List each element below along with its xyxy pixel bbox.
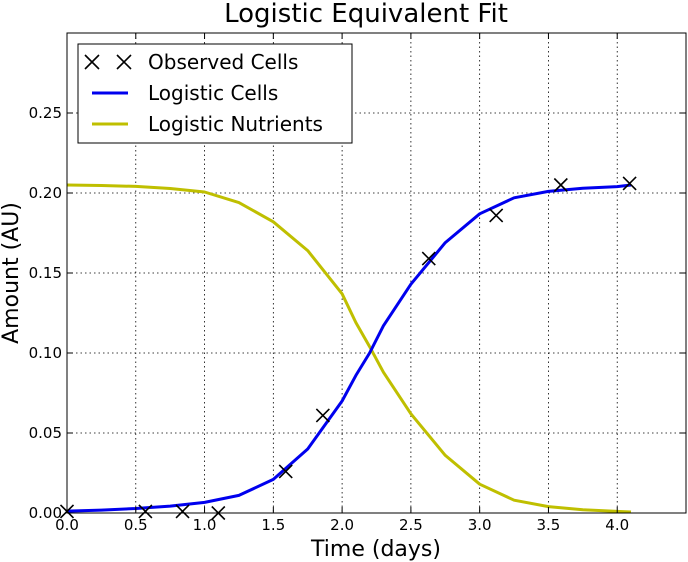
x-tick-label: 1.5 bbox=[261, 516, 285, 534]
observed-cells-point bbox=[315, 408, 330, 423]
y-tick-label: 0.15 bbox=[29, 264, 62, 282]
x-tick-label: 4.0 bbox=[605, 516, 629, 534]
logistic-nutrients-line bbox=[66, 183, 632, 514]
legend-label-logistic-nutrients: Logistic Nutrients bbox=[148, 112, 323, 136]
x-tick-label: 3.5 bbox=[537, 516, 561, 534]
observed-cells-point bbox=[138, 504, 153, 519]
y-axis-label: Amount (AU) bbox=[0, 202, 24, 344]
legend-observed-marker bbox=[84, 54, 132, 70]
observed-cells-point bbox=[553, 177, 568, 193]
chart-title: Logistic Equivalent Fit bbox=[224, 0, 508, 29]
y-tick-label: 0.10 bbox=[29, 344, 62, 362]
axis-ticks: 0.0 0.5 1.0 1.5 2.0 2.5 3.0 3.5 4.0 0.00 0.05 0.10 0… bbox=[29, 33, 686, 534]
x-tick-label: 1.0 bbox=[193, 516, 217, 534]
observed-cells-point bbox=[622, 176, 637, 191]
legend: Observed Cells Logistic Cells Logistic N… bbox=[77, 43, 353, 144]
y-tick-label: 0.20 bbox=[29, 184, 62, 202]
legend-label-logistic-cells: Logistic Cells bbox=[148, 81, 278, 105]
observed-cells-point bbox=[421, 251, 436, 266]
observed-cells-point bbox=[175, 504, 190, 519]
plot-area bbox=[59, 176, 637, 521]
x-tick-label: 3.0 bbox=[468, 516, 492, 534]
logistic-cells-line bbox=[66, 183, 632, 513]
y-tick-label: 0.05 bbox=[29, 424, 62, 442]
plot-series bbox=[59, 176, 637, 521]
x-axis-label: Time (days) bbox=[310, 537, 441, 562]
x-tick-label: 0.0 bbox=[55, 516, 79, 534]
y-tick-label: 0.00 bbox=[29, 504, 62, 522]
x-tick-label: 2.0 bbox=[330, 516, 354, 534]
y-tick-label: 0.25 bbox=[29, 104, 62, 122]
x-tick-label: 2.5 bbox=[399, 516, 423, 534]
observed-cells-point bbox=[489, 208, 504, 223]
x-tick-label: 0.5 bbox=[124, 516, 148, 534]
observed-cells-point bbox=[278, 464, 293, 479]
legend-label-observed-cells: Observed Cells bbox=[148, 50, 298, 74]
